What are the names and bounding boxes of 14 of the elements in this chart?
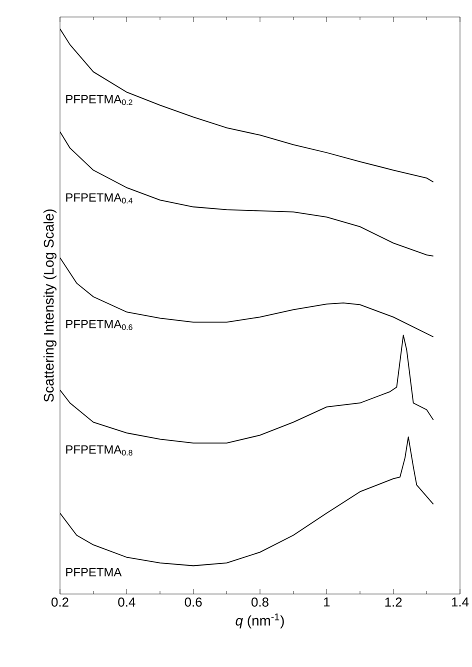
x-tick-label: 0.6 bbox=[184, 598, 202, 607]
series-label: PFPETMA$_{0.8}$ bbox=[66, 445, 132, 456]
series-label: PFPETMA bbox=[66, 568, 122, 576]
x-tick-label: 0.2 bbox=[51, 598, 68, 607]
x-tick-label: 0.4 bbox=[118, 598, 136, 607]
x-tick-label: 0.8 bbox=[252, 598, 268, 607]
series-label: PFPETMA$_{0.6}$ bbox=[66, 320, 132, 330]
y-axis-title: Scattering Intensity (Log Scale) bbox=[43, 209, 56, 402]
x-axis-title: q (nm$^{-1}$) bbox=[236, 614, 284, 628]
x-tick-label: 1 bbox=[324, 598, 330, 606]
series-label: PFPETMA$_{0.4}$ bbox=[66, 193, 133, 204]
x-tick-label: 1.4 bbox=[452, 598, 469, 606]
x-tick-label: 1.2 bbox=[385, 598, 402, 607]
series-label: PFPETMA$_{0.2}$ bbox=[66, 95, 132, 106]
